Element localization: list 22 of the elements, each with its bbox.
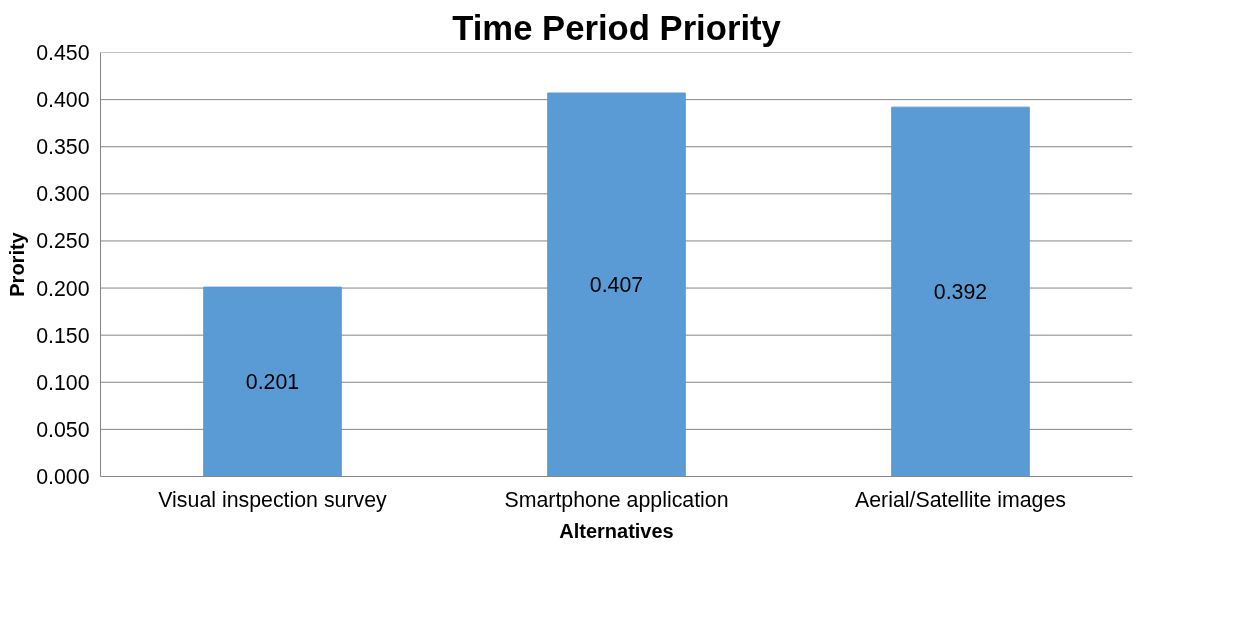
x-tick-label: Aerial/Satellite images	[854, 487, 1067, 512]
data-label: 0.407	[589, 273, 644, 298]
y-tick-label: 0.400	[36, 88, 90, 113]
y-tick-label: 0.000	[36, 465, 90, 489]
y-tick-label: 0.150	[36, 323, 90, 348]
data-label: 0.201	[245, 370, 300, 395]
x-tick-label: Smartphone application	[504, 487, 729, 512]
y-tick-label: 0.200	[36, 276, 90, 301]
y-tick-label: 0.300	[36, 182, 90, 207]
y-tick-label: 0.250	[36, 229, 90, 254]
bar	[203, 286, 342, 477]
data-label: 0.392	[933, 280, 988, 305]
y-tick-label: 0.350	[36, 135, 90, 160]
y-tick-label: 0.050	[36, 417, 90, 442]
x-axis-title: Alternatives	[559, 519, 674, 542]
bar	[891, 106, 1030, 477]
y-axis-title: Prority	[6, 231, 29, 297]
x-tick-label: Visual inspection survey	[158, 487, 388, 512]
chart-title: Time Period Priority	[452, 8, 782, 47]
y-tick-label: 0.100	[36, 370, 90, 395]
y-tick-label: 0.450	[36, 41, 90, 65]
bar	[547, 92, 686, 477]
